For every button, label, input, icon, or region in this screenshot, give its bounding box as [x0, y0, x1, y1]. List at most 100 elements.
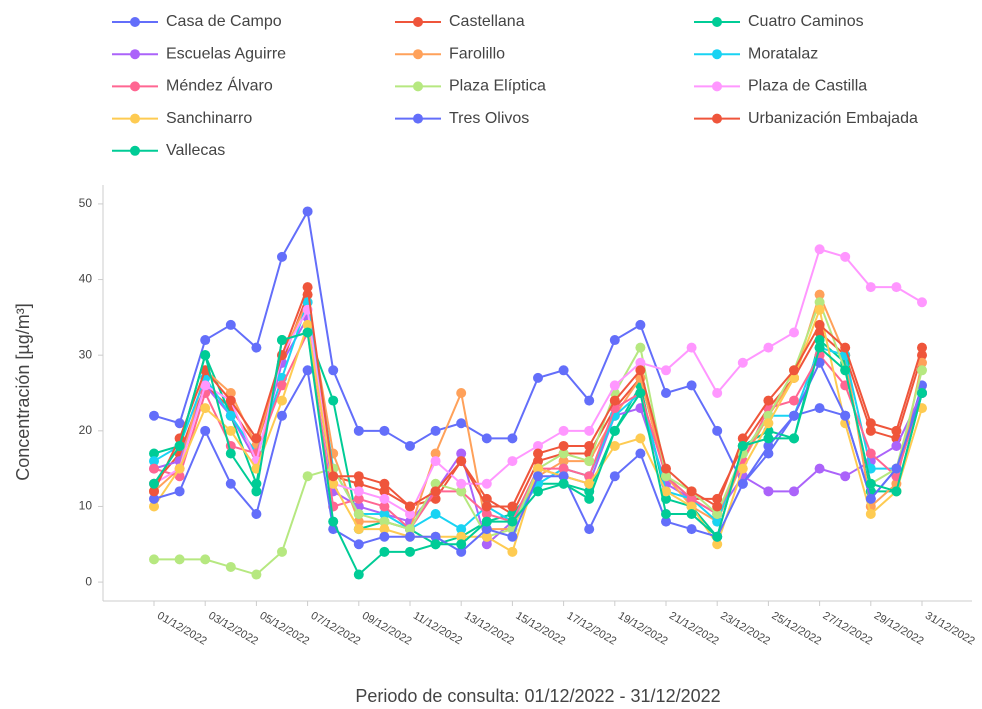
legend-label: Urbanización Embajada — [748, 110, 918, 127]
data-point — [917, 365, 927, 376]
data-point — [814, 304, 825, 315]
data-point — [456, 546, 467, 557]
data-point — [891, 440, 902, 451]
data-point — [225, 395, 236, 406]
data-point — [917, 297, 927, 308]
data-point — [712, 501, 723, 512]
data-point — [277, 395, 287, 406]
data-point — [558, 440, 569, 451]
legend-marker — [413, 17, 423, 27]
data-point — [481, 539, 492, 550]
data-point — [789, 395, 799, 406]
data-point — [174, 554, 185, 565]
data-point — [789, 327, 799, 338]
data-point — [584, 456, 595, 467]
data-point — [379, 501, 390, 512]
data-point — [533, 471, 543, 482]
data-point — [814, 463, 825, 474]
data-point — [430, 478, 441, 489]
data-point — [840, 410, 851, 421]
data-point — [405, 440, 415, 451]
data-point — [686, 342, 697, 353]
data-point — [635, 357, 646, 368]
data-point — [353, 486, 364, 497]
data-point — [353, 478, 364, 489]
x-tick-label: 03/12/2022 — [206, 610, 260, 648]
data-point — [865, 448, 876, 459]
data-point — [481, 478, 492, 489]
data-point — [430, 486, 441, 497]
data-point — [149, 493, 159, 504]
data-point — [456, 448, 467, 459]
data-point — [686, 524, 697, 535]
data-point — [507, 501, 518, 512]
data-point — [686, 486, 697, 497]
data-point — [405, 509, 415, 520]
data-point — [405, 524, 415, 535]
data-point — [891, 425, 902, 436]
data-point — [277, 335, 287, 346]
data-point — [200, 554, 211, 565]
data-point — [584, 440, 595, 451]
data-point — [379, 546, 390, 557]
legend-marker — [413, 81, 423, 92]
legend-label: Vallecas — [166, 142, 225, 159]
data-point — [712, 509, 723, 520]
data-point — [840, 342, 851, 353]
data-point — [661, 388, 671, 398]
data-point — [763, 395, 774, 406]
legend-marker — [413, 49, 423, 60]
legend-marker — [130, 17, 140, 27]
data-point — [865, 478, 876, 489]
data-point — [891, 463, 902, 474]
data-point — [712, 539, 723, 550]
data-point — [865, 509, 876, 520]
data-point — [763, 418, 774, 429]
legend-marker — [712, 81, 722, 92]
data-point — [174, 418, 185, 429]
data-point — [149, 478, 159, 489]
data-point — [763, 433, 774, 444]
data-point — [686, 380, 697, 391]
data-point — [661, 486, 671, 497]
data-point — [661, 516, 671, 527]
data-point — [917, 342, 927, 353]
legend-marker — [712, 17, 722, 27]
data-point — [584, 425, 595, 436]
data-point — [251, 433, 262, 444]
data-point — [737, 357, 748, 368]
data-point — [686, 501, 697, 512]
data-point — [917, 357, 927, 368]
data-point — [200, 350, 211, 361]
y-tick-label: 40 — [79, 272, 93, 286]
data-point — [405, 546, 415, 557]
data-point — [789, 433, 799, 444]
data-point — [584, 395, 595, 406]
data-point — [379, 493, 390, 504]
data-point — [200, 380, 211, 391]
data-point — [225, 561, 236, 572]
data-point — [661, 471, 671, 482]
data-point — [328, 516, 339, 527]
data-point — [737, 440, 748, 451]
data-point — [174, 440, 185, 451]
data-point — [814, 297, 825, 308]
data-point — [430, 448, 441, 459]
data-point — [481, 509, 492, 520]
data-point — [481, 516, 492, 527]
data-point — [302, 206, 313, 217]
data-point — [456, 456, 467, 467]
data-point — [456, 531, 467, 542]
data-point — [635, 448, 646, 459]
data-point — [814, 342, 825, 353]
data-point — [558, 471, 569, 482]
data-point — [507, 456, 518, 467]
data-point — [174, 486, 185, 497]
data-point — [200, 335, 211, 346]
data-point — [840, 471, 851, 482]
data-point — [584, 524, 595, 535]
data-point — [225, 410, 236, 421]
y-tick-label: 50 — [79, 196, 93, 210]
